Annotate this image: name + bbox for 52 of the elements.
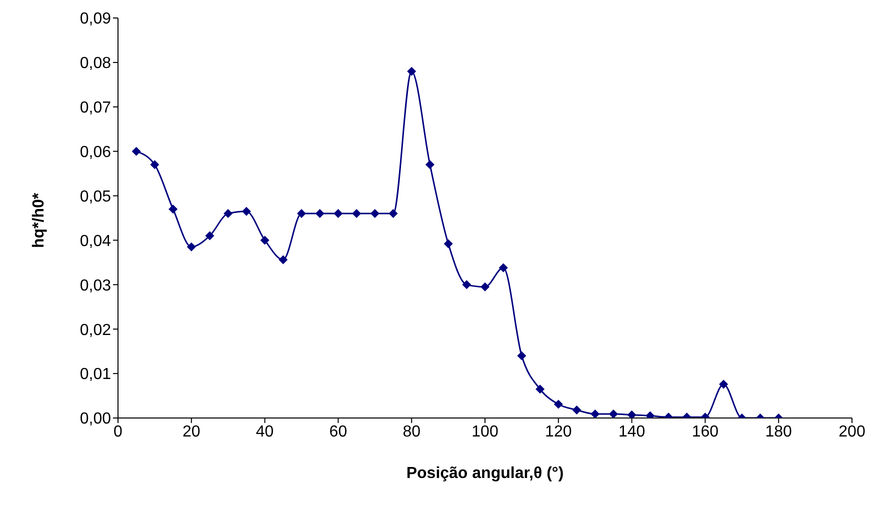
y-tick-label: 0,09 — [80, 10, 112, 28]
point — [554, 400, 563, 409]
y-tick-label: 0,07 — [80, 100, 112, 117]
point — [590, 410, 600, 418]
point — [186, 242, 196, 252]
point — [517, 351, 526, 360]
y-tick-label: 0,02 — [80, 322, 112, 339]
x-tick-label: 200 — [838, 423, 866, 440]
point — [572, 406, 582, 414]
point — [260, 236, 270, 245]
point — [719, 380, 728, 389]
point — [498, 263, 508, 272]
point — [425, 160, 434, 170]
point — [352, 209, 362, 218]
point — [334, 209, 343, 218]
y-tick-label: 0,01 — [80, 366, 112, 384]
x-tick-label: 60 — [329, 423, 348, 440]
point — [315, 209, 324, 218]
point — [608, 410, 618, 418]
point — [297, 209, 306, 218]
x-tick-label: 160 — [692, 423, 719, 440]
x-tick-label: 40 — [256, 423, 274, 440]
point — [480, 282, 490, 292]
y-tick-label: 0,05 — [80, 188, 112, 206]
y-tick-label: 0,00 — [80, 410, 112, 428]
y-tick-label: 0,06 — [80, 144, 112, 162]
x-tick-label: 0 — [114, 423, 123, 440]
point — [132, 146, 141, 156]
y-tick-label: 0,04 — [80, 232, 112, 250]
point — [205, 231, 214, 240]
point — [150, 160, 160, 170]
point — [627, 410, 636, 418]
x-tick-label: 120 — [545, 423, 572, 440]
point — [388, 209, 398, 218]
point — [168, 204, 178, 214]
x-tick-label: 140 — [618, 423, 646, 440]
point — [242, 206, 251, 216]
x-tick-label: 100 — [472, 423, 498, 440]
point — [278, 255, 288, 264]
x-axis-title: Posição angular,θ (°) — [406, 465, 564, 482]
y-tick-label: 0,03 — [80, 277, 112, 294]
x-tick-label: 20 — [182, 423, 200, 440]
x-tick-label: 180 — [765, 423, 792, 440]
point — [370, 209, 380, 218]
point — [444, 239, 453, 248]
y-tick-label: 0,08 — [80, 55, 112, 72]
y-axis-title: hq*/h0* — [30, 192, 48, 248]
point — [462, 280, 472, 290]
point — [224, 209, 233, 218]
point — [407, 66, 416, 76]
x-tick-label: 80 — [402, 423, 421, 440]
point — [536, 384, 545, 394]
